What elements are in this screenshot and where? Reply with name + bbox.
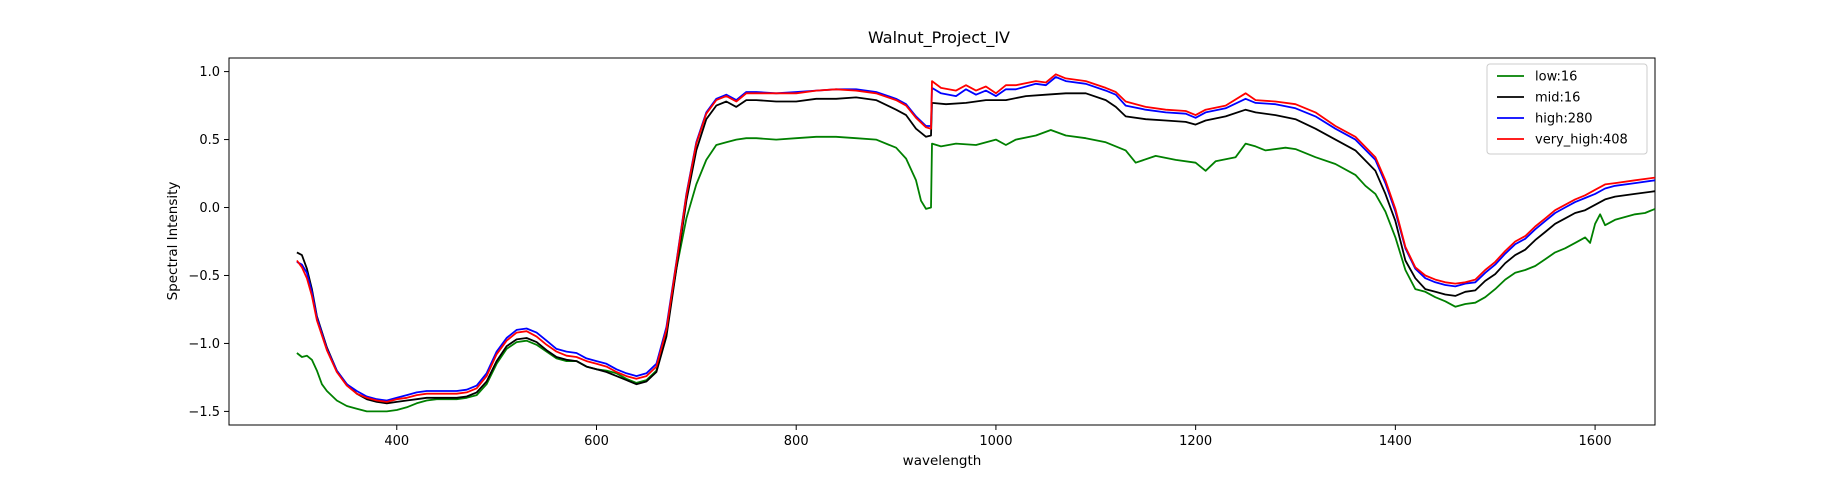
y-tick-label: 0.5	[199, 133, 220, 148]
y-tick-label: −1.5	[188, 405, 220, 420]
x-tick-label: 1600	[1579, 434, 1612, 449]
x-tick-label: 800	[784, 434, 809, 449]
legend-label-3: very_high:408	[1535, 133, 1628, 148]
x-tick-label: 1200	[1179, 434, 1212, 449]
x-axis-label: wavelength	[903, 453, 982, 469]
x-tick-label: 400	[384, 434, 409, 449]
series-line-0	[296, 129, 1656, 413]
legend: low:16 mid:16 high:280 very_high:408	[1486, 63, 1648, 155]
series-lines	[296, 73, 1656, 413]
legend-label-2: high:280	[1535, 112, 1593, 127]
legend-label-0: low:16	[1535, 70, 1577, 85]
y-tick-label: −1.0	[188, 337, 220, 352]
series-line-1	[296, 92, 1656, 405]
x-tick-label: 1400	[1379, 434, 1412, 449]
series-line-3	[296, 73, 1656, 403]
plot-area: 400 600 800 1000 1200 1400 1600 −1.5 −1.0 −0.5 0.…	[188, 57, 1656, 449]
y-axis-label: Spectral Intensity	[165, 182, 181, 301]
y-tick-label: −0.5	[188, 269, 220, 284]
x-tick-label: 1000	[979, 434, 1012, 449]
series-line-2	[296, 76, 1656, 402]
x-axis-ticks: 400 600 800 1000 1200 1400 1600	[384, 425, 1612, 449]
chart-title: Walnut_Project_IV	[868, 28, 1010, 48]
y-tick-label: 1.0	[199, 65, 220, 80]
plot-frame	[228, 57, 1656, 426]
x-tick-label: 600	[584, 434, 609, 449]
legend-box	[1486, 63, 1648, 155]
y-axis-ticks: −1.5 −1.0 −0.5 0.0 0.5 1.0	[188, 65, 229, 420]
legend-label-1: mid:16	[1535, 91, 1580, 106]
y-tick-label: 0.0	[199, 201, 220, 216]
